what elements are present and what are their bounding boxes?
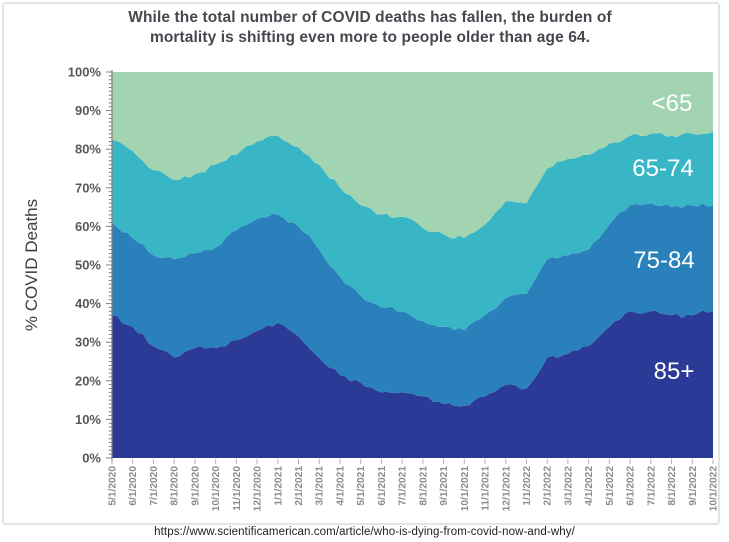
chart-title: While the total number of COVID deaths h… (60, 8, 680, 48)
x-tick-label: 9/1/2022 (688, 466, 699, 506)
x-tick-label: 5/1/2020 (108, 466, 119, 506)
chart-title-line2: mortality is shifting even more to peopl… (149, 29, 591, 46)
y-tick-label: 30% (75, 335, 101, 350)
area-75-84 (112, 203, 713, 407)
x-tick-label: 8/1/2021 (418, 466, 429, 506)
x-tick-label: 4/1/2022 (584, 466, 595, 506)
x-tick-label: 11/1/2020 (232, 466, 243, 511)
x-tick-label: 1/1/2021 (273, 466, 284, 506)
x-tick-label: 10/1/2022 (709, 466, 720, 512)
y-tick-label: 40% (75, 296, 101, 311)
x-tick-label: 11/1/2021 (481, 466, 492, 511)
y-tick-label: 100% (68, 65, 102, 80)
x-tick-label: 8/1/2020 (170, 466, 181, 506)
y-tick-label: 10% (75, 412, 101, 427)
x-tick-label: 6/1/2020 (128, 466, 139, 506)
x-tick-label: 2/1/2022 (543, 466, 554, 506)
x-tick-label: 10/1/2021 (460, 466, 471, 512)
x-tick-label: 7/1/2022 (646, 466, 657, 506)
series-label-<65: <65 (652, 90, 693, 117)
chart-title-line1: While the total number of COVID deaths h… (128, 9, 612, 26)
x-tick-label: 4/1/2021 (335, 466, 346, 506)
x-tick-label: 3/1/2021 (315, 466, 326, 506)
x-tick-label: 5/1/2021 (356, 466, 367, 506)
y-tick-label: 50% (75, 258, 101, 273)
x-tick-label: 1/1/2022 (522, 466, 533, 506)
x-tick-label: 3/1/2022 (563, 466, 574, 506)
x-tick-label: 5/1/2022 (605, 466, 616, 506)
series-label-75-84: 75-84 (633, 247, 694, 274)
y-tick-label: 70% (75, 180, 101, 195)
x-tick-label: 7/1/2021 (398, 466, 409, 506)
x-tick-label: 6/1/2022 (626, 466, 637, 506)
x-tick-label: 2/1/2021 (294, 466, 305, 506)
x-tick-label: 9/1/2020 (190, 466, 201, 506)
x-tick-label: 12/1/2020 (253, 466, 264, 512)
x-tick-label: 12/1/2021 (501, 466, 512, 512)
x-tick-label: 10/1/2020 (211, 466, 222, 512)
area-<65 (112, 72, 713, 239)
y-tick-label: 0% (82, 451, 101, 466)
y-tick-label: 80% (75, 142, 101, 157)
x-tick-label: 7/1/2020 (149, 466, 160, 506)
y-tick-label: 60% (75, 219, 101, 234)
area-85+ (112, 310, 713, 458)
x-tick-label: 9/1/2021 (439, 466, 450, 506)
area-65-74 (112, 131, 713, 331)
source-url: https://www.scientificamerican.com/artic… (154, 526, 575, 538)
x-tick-label: 6/1/2021 (377, 466, 388, 506)
series-label-65-74: 65-74 (632, 155, 693, 182)
y-tick-label: 20% (75, 373, 101, 388)
series-label-85+: 85+ (654, 358, 695, 385)
y-tick-label: 90% (75, 103, 101, 118)
x-tick-label: 8/1/2022 (667, 466, 678, 506)
